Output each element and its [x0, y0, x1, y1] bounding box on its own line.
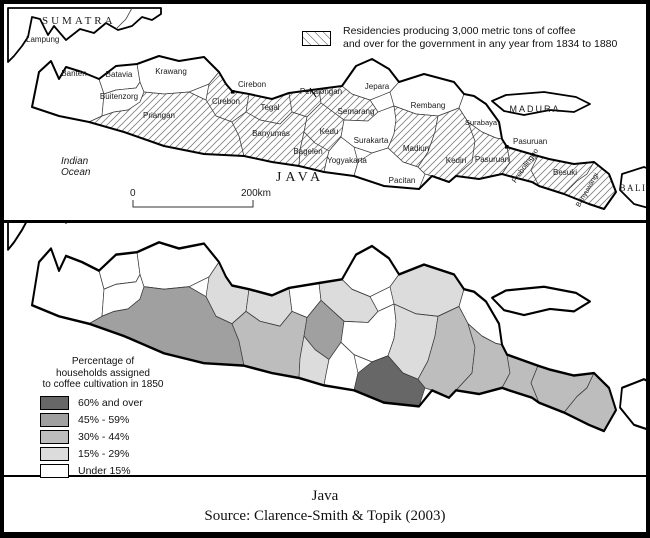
bali-label: BALI — [620, 183, 647, 193]
hatch-legend-line1: Residencies producing 3,000 metric tons … — [343, 25, 576, 37]
scale-end-label: 200km — [241, 188, 271, 199]
choropleth-legend: Percentage of households assigned to cof… — [10, 356, 210, 481]
legend-label: 30% - 44% — [78, 430, 130, 443]
caption-area: Java Source: Clarence-Smith & Topik (200… — [4, 477, 646, 530]
region-label-cirebon: Cirebon — [212, 97, 240, 106]
region-label-buitenzorg: Buitenzorg — [100, 92, 138, 101]
region-banten-choropleth — [31, 248, 105, 325]
legend-swatch-30-44 — [40, 429, 69, 444]
legend-swatch-under-15 — [40, 463, 69, 478]
legend-title-line2: households assigned — [56, 367, 150, 379]
madura-label: MADURA — [509, 104, 560, 114]
caption-title: Java — [311, 488, 339, 504]
sumatra-coast — [7, 7, 162, 63]
bottom-map-land — [7, 223, 646, 433]
java-label: JAVA — [276, 170, 324, 185]
pasuruan_town-marker — [505, 145, 509, 149]
region-label-jepara: Jepara — [365, 82, 390, 91]
legend-row: 60% and over — [40, 395, 210, 410]
region-label-pekalongan: Pekalongan — [300, 87, 342, 96]
legend-title-line1: Percentage of — [71, 356, 135, 367]
legend-label: 60% and over — [78, 396, 143, 409]
indian-ocean-label: Indian — [61, 156, 89, 167]
region-label-semarang: Semarang — [338, 107, 375, 116]
sumatra-coast — [7, 223, 68, 251]
legend-row: 30% - 44% — [40, 429, 210, 444]
caption-source: Source: Clarence-Smith & Topik (2003) — [204, 508, 446, 524]
region-label-tegal: Tegal — [260, 103, 279, 112]
legend-row: 45% - 59% — [40, 412, 210, 427]
madura-coast — [491, 285, 591, 317]
top-map-land: Banten Batavia Buitenzorg Krawang Cirebon Pri… — [7, 7, 647, 210]
legend-swatch-45-59 — [40, 412, 69, 427]
region-label-rembang: Rembang — [411, 101, 446, 110]
cirebon_town-label: Cirebon — [238, 80, 266, 89]
region-label-krawang: Krawang — [155, 67, 187, 76]
scale-bar — [132, 200, 254, 208]
legend-label: 15% - 29% — [78, 447, 130, 460]
region-label-yogyakarta: Yogyakarta — [327, 156, 367, 165]
bali-coast — [619, 166, 646, 209]
legend-label: Under 15% — [78, 464, 131, 477]
region-label-pasuruan: Pasuruan — [475, 155, 509, 164]
java-coastline — [31, 241, 617, 433]
hatch-legend-text: Residencies producing 3,000 metric tons … — [343, 25, 617, 50]
legend-row: Under 15% — [40, 463, 210, 478]
region-label-priangan: Priangan — [143, 111, 175, 120]
bottom-map — [7, 223, 646, 433]
indian-ocean-label: Ocean — [61, 167, 91, 178]
lampung-label: Lampung — [26, 35, 59, 44]
scale-zero-label: 0 — [130, 188, 136, 199]
top-map-legend: Residencies producing 3,000 metric tons … — [302, 25, 617, 50]
legend-label: 45% - 59% — [78, 413, 130, 426]
region-label-bagelen: Bagelen — [293, 147, 322, 156]
region-label-kedu: Kedu — [320, 127, 339, 136]
legend-swatch-15-29 — [40, 446, 69, 461]
region-label-banten: Banten — [61, 69, 86, 78]
cirebon_town-marker — [231, 90, 235, 94]
region-label-batavia: Batavia — [106, 70, 133, 79]
region-label-banyumas: Banyumas — [252, 129, 290, 138]
region-label-kediri: Kediri — [446, 156, 467, 165]
choropleth-legend-title: Percentage of households assigned to cof… — [10, 356, 196, 391]
region-label-besuki: Besuki — [553, 168, 577, 177]
madura-coast — [491, 91, 591, 116]
bottom-map-panel: Percentage of households assigned to cof… — [4, 222, 646, 478]
legend-swatch-60-over — [40, 395, 69, 410]
region-label-surabaya: Surabaya — [465, 118, 498, 127]
top-map: Banten Batavia Buitenzorg Krawang Cirebon Pri… — [7, 7, 647, 210]
lampung-border — [115, 7, 133, 30]
region-label-madiun: Madiun — [403, 144, 429, 153]
legend-row: 15% - 29% — [40, 446, 210, 461]
pekalongan-tick — [309, 87, 317, 98]
hatch-legend-swatch — [302, 31, 331, 46]
region-label-pacitan: Pacitan — [389, 176, 416, 185]
bali-coast — [619, 378, 646, 431]
region-label-surakarta: Surakarta — [354, 136, 389, 145]
sumatra-label: SUMATRA — [42, 15, 116, 27]
top-map-panel: Banten Batavia Buitenzorg Krawang Cirebon Pri… — [4, 4, 646, 222]
legend-title-line3: to coffee cultivation in 1850 — [42, 379, 164, 390]
pasuruan_town-label: Pasuruan — [513, 137, 547, 146]
hatch-legend-line2: and over for the government in any year … — [343, 37, 618, 50]
legend-rows: 60% and over 45% - 59% 30% - 44% 15% - 2… — [40, 395, 210, 478]
